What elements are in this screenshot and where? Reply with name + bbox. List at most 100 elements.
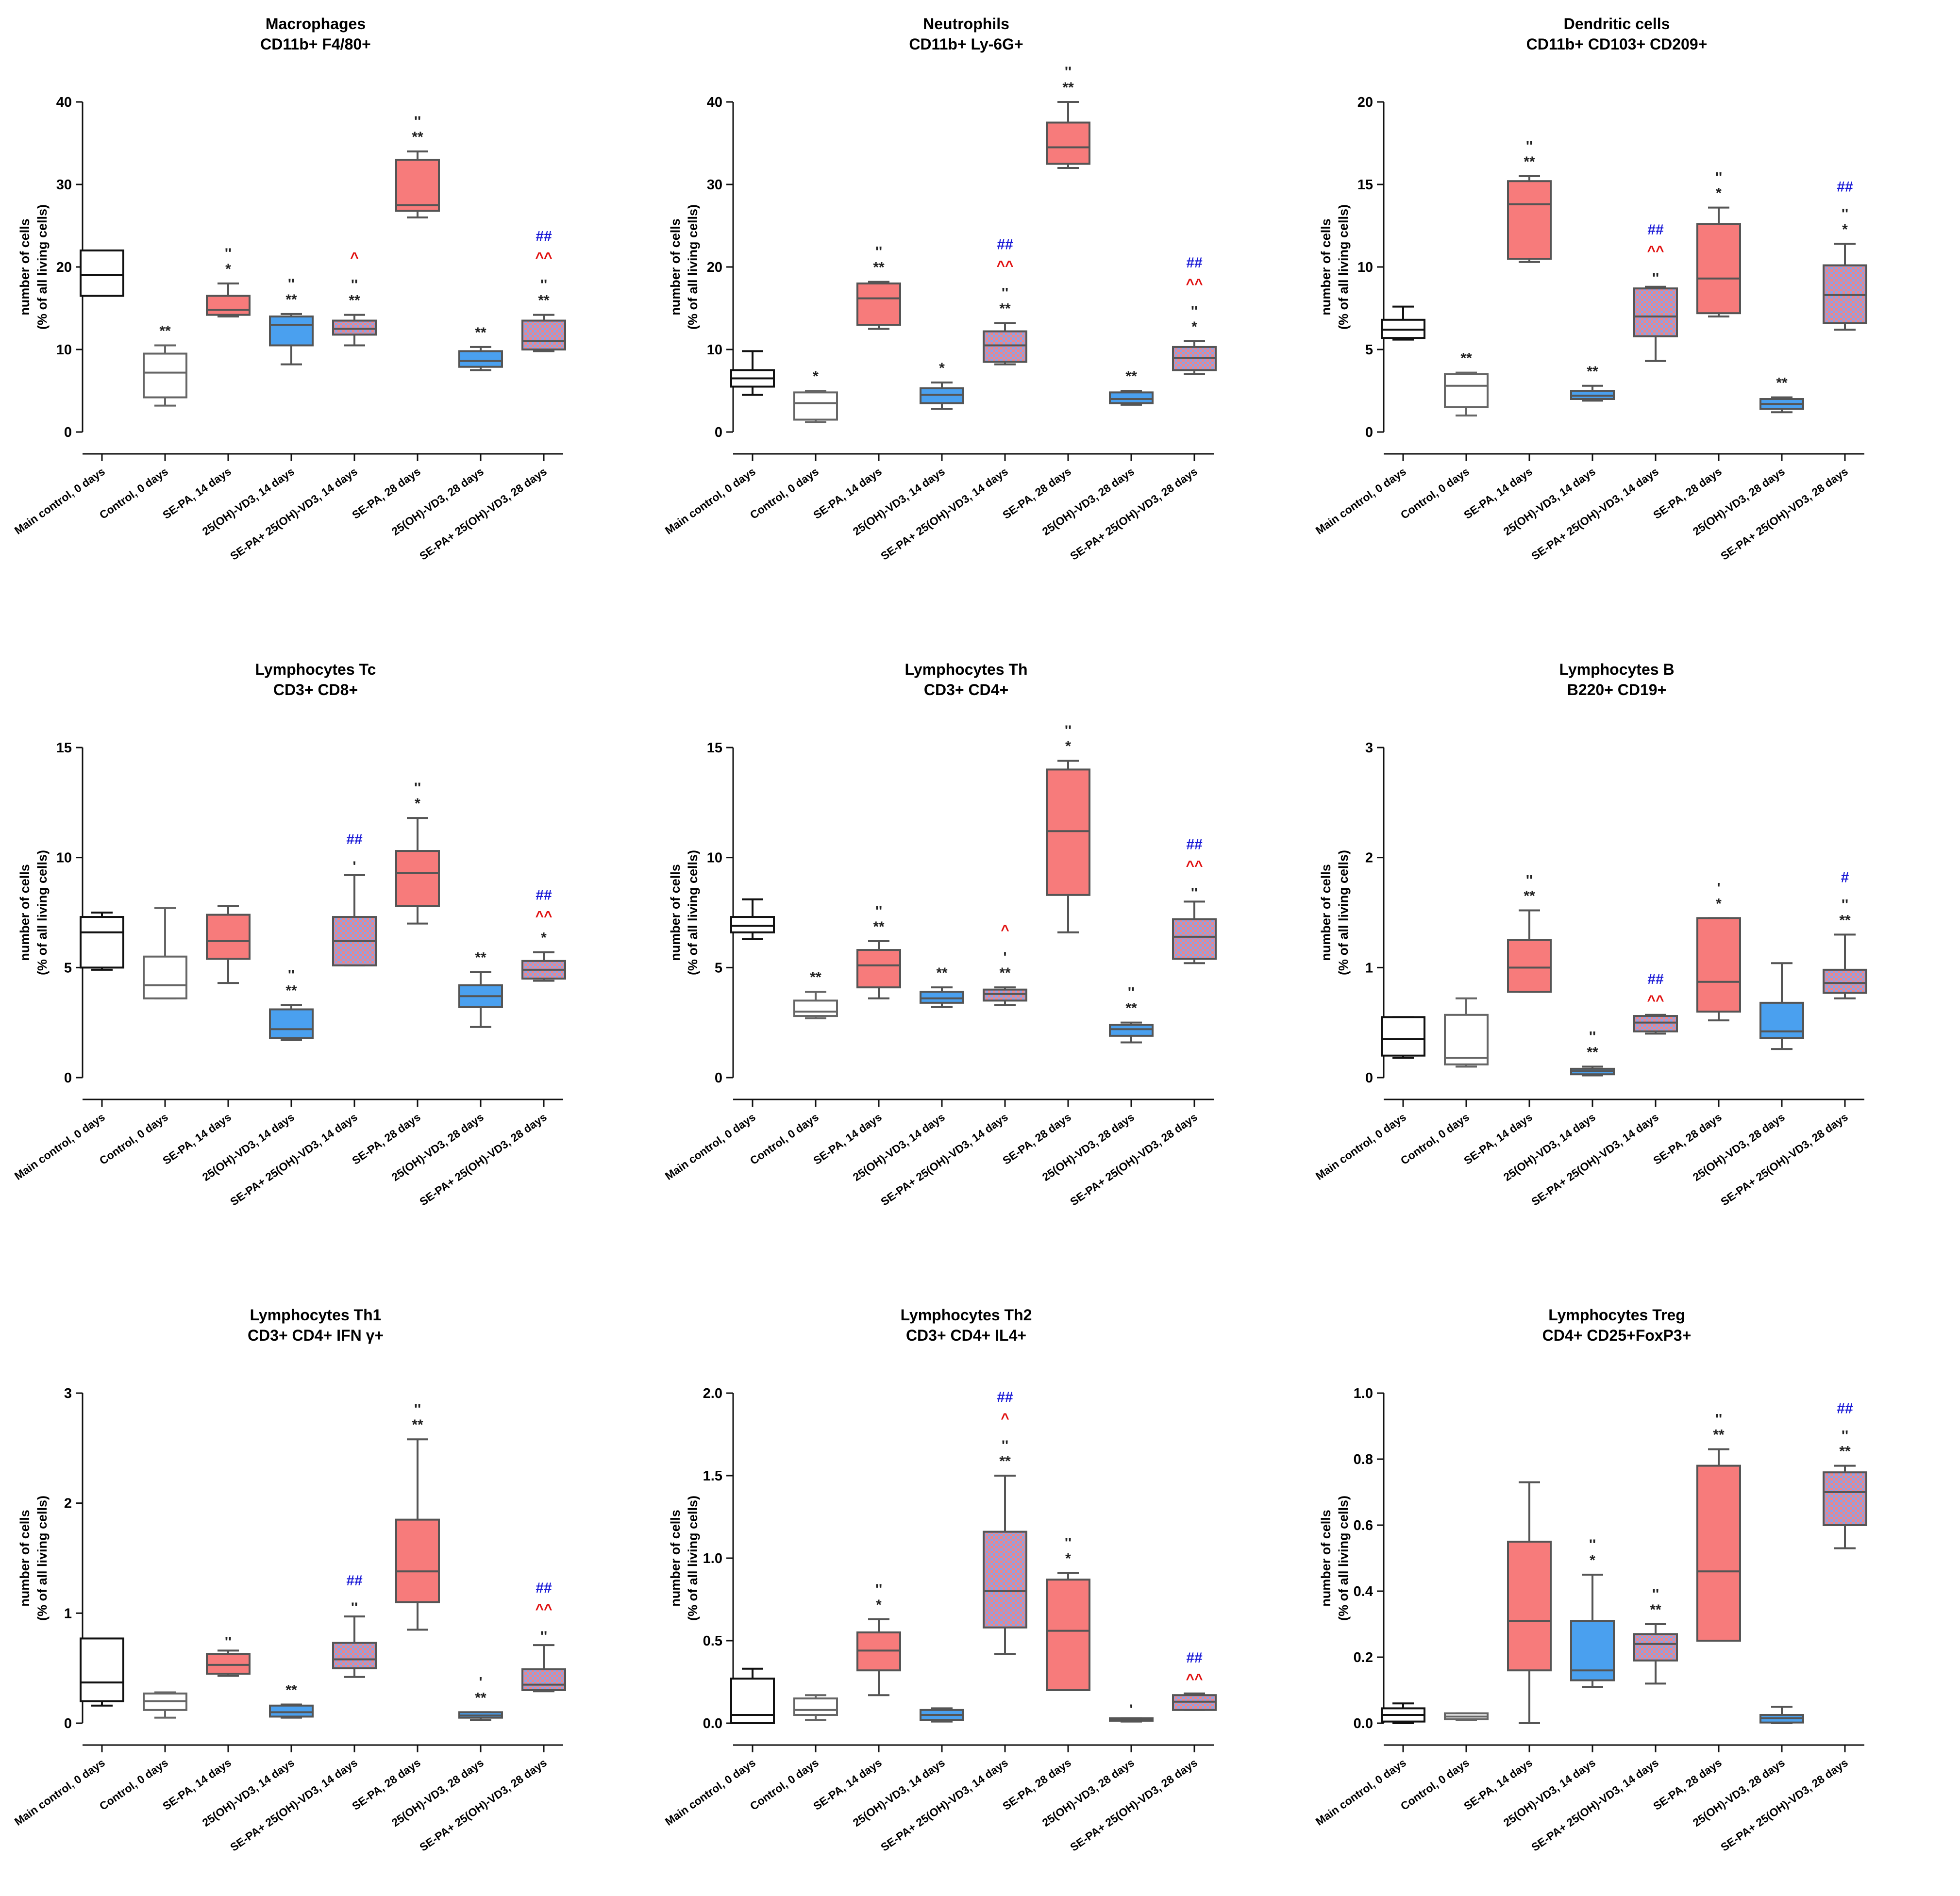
significance-mark: ## — [1647, 971, 1664, 987]
box-8: '' ^^ ## — [521, 1580, 566, 1693]
significance-mark: ## — [346, 832, 363, 848]
significance-mark: '' — [1526, 872, 1533, 888]
significance-mark: ** — [873, 919, 885, 935]
box-8: **'' ^^ ## — [521, 229, 566, 352]
significance-mark: * — [876, 1597, 882, 1613]
box-body — [983, 988, 1027, 1002]
significance-mark: * — [939, 360, 945, 376]
x-tick-label: SE-PA+ 25(OH)-VD3, 28 days — [1718, 1756, 1850, 1854]
significance-mark: '' — [1191, 303, 1198, 319]
box-2: * — [793, 368, 838, 423]
box-body — [1046, 1579, 1090, 1692]
box-8: *'' ## — [1823, 179, 1867, 331]
y-tick-label: 0.5 — [703, 1633, 722, 1649]
box-2 — [143, 907, 187, 999]
y-tick-label: 0 — [1365, 425, 1373, 440]
box-4: **'' — [269, 276, 314, 366]
significance-mark: '' — [540, 277, 547, 293]
x-tick-label: Control, 0 days — [1398, 465, 1472, 522]
significance-mark: '' — [288, 276, 295, 292]
box-2: ** — [793, 969, 838, 1019]
significance-mark: ' — [1003, 949, 1006, 965]
chart-title: Lymphocytes Th2 — [901, 1306, 1032, 1324]
chart-panel-3: Dendritic cells CD11b+ CD103+ CD209+ numbe… — [1313, 15, 1867, 563]
significance-mark: '' — [875, 903, 882, 919]
chart-panel-4: Lymphocytes Tc CD3+ CD8+ number of cells (%… — [12, 661, 566, 1208]
box-4: *'' — [1570, 1537, 1615, 1688]
y-tick-label: 1.0 — [703, 1551, 722, 1566]
y-tick-label: 0 — [64, 1716, 72, 1731]
significance-mark: '' — [225, 246, 232, 262]
y-tick-label: 0 — [715, 425, 722, 440]
x-tick-label: SE-PA+ 25(OH)-VD3, 28 days — [1718, 465, 1850, 563]
box-body — [1046, 768, 1090, 896]
significance-mark: * — [1191, 319, 1197, 335]
significance-mark: ' — [1717, 880, 1720, 896]
box-1 — [1381, 1016, 1425, 1059]
x-tick-label: Control, 0 days — [97, 1111, 170, 1167]
y-tick-label: 2 — [1365, 850, 1373, 866]
y-tick-label: 5 — [64, 960, 72, 976]
significance-mark: ^ — [1001, 1411, 1009, 1427]
significance-mark: ** — [349, 293, 360, 309]
significance-mark: * — [1716, 896, 1722, 912]
y-tick-label: 2 — [64, 1496, 72, 1512]
significance-mark: '' — [1526, 138, 1533, 154]
box-body — [206, 1653, 251, 1675]
significance-mark: ** — [1587, 364, 1598, 380]
box-body — [1381, 1016, 1425, 1057]
significance-mark: ^^ — [1186, 276, 1203, 292]
significance-mark: '' — [1589, 1537, 1596, 1553]
box-1 — [730, 1667, 775, 1725]
box-6: **'' — [395, 114, 440, 218]
significance-mark: * — [415, 796, 420, 812]
y-tick-label: 1 — [1365, 960, 1373, 976]
box-body — [1633, 287, 1678, 337]
y-tick-label: 20 — [707, 260, 722, 275]
box-body — [1633, 1633, 1678, 1662]
y-tick-label: 15 — [707, 740, 722, 756]
significance-mark: # — [1841, 869, 1849, 885]
significance-mark: ^^ — [535, 250, 552, 266]
significance-mark: ## — [997, 237, 1013, 253]
chart-panel-1: Macrophages CD11b+ F4/80+ number of cells(… — [12, 15, 566, 563]
box-body — [1633, 1015, 1678, 1032]
box-body — [80, 1637, 124, 1702]
significance-mark: ** — [1524, 888, 1535, 904]
box-2 — [793, 1694, 838, 1721]
chart-subtitle: CD3+ CD4+ — [924, 681, 1008, 699]
box-4: * — [920, 360, 964, 410]
box-body — [1507, 939, 1552, 993]
box-body — [332, 319, 377, 336]
box-3: **'' — [856, 244, 901, 330]
x-tick-label: SE-PA+ 25(OH)-VD3, 14 days — [878, 1756, 1010, 1854]
y-axis-label: number of cells — [668, 218, 683, 316]
y-tick-label: 1 — [64, 1606, 72, 1621]
box-6: **'' — [395, 1401, 440, 1631]
y-tick-label: 0.8 — [1354, 1452, 1373, 1467]
x-tick-label: Control, 0 days — [1398, 1756, 1472, 1813]
box-2: ** — [1444, 350, 1489, 416]
y-tick-label: 40 — [707, 95, 722, 110]
y-tick-label: 0.6 — [1354, 1518, 1373, 1533]
x-tick-label: SE-PA+ 25(OH)-VD3, 14 days — [1529, 1111, 1661, 1208]
box-2 — [143, 1691, 187, 1719]
y-tick-label: 1.0 — [1354, 1386, 1373, 1401]
y-tick-label: 5 — [1365, 342, 1373, 358]
significance-mark: ## — [346, 1573, 363, 1589]
significance-mark: ^ — [1001, 922, 1009, 938]
box-3: *'' — [206, 246, 251, 317]
chart-subtitle: CD4+ CD25+FoxP3+ — [1542, 1327, 1692, 1344]
significance-mark: '' — [1002, 1438, 1008, 1454]
y-tick-label: 15 — [1357, 177, 1373, 193]
box-body — [1823, 1471, 1867, 1527]
y-tick-label: 40 — [56, 95, 72, 110]
significance-mark: ^^ — [535, 1601, 552, 1617]
significance-mark: ## — [997, 1389, 1013, 1405]
significance-mark: '' — [414, 780, 421, 796]
box-body — [1696, 917, 1741, 1013]
significance-mark: ** — [1062, 80, 1074, 96]
significance-mark: * — [1716, 185, 1722, 201]
box-body — [269, 316, 314, 347]
box-4: ** — [920, 965, 964, 1008]
